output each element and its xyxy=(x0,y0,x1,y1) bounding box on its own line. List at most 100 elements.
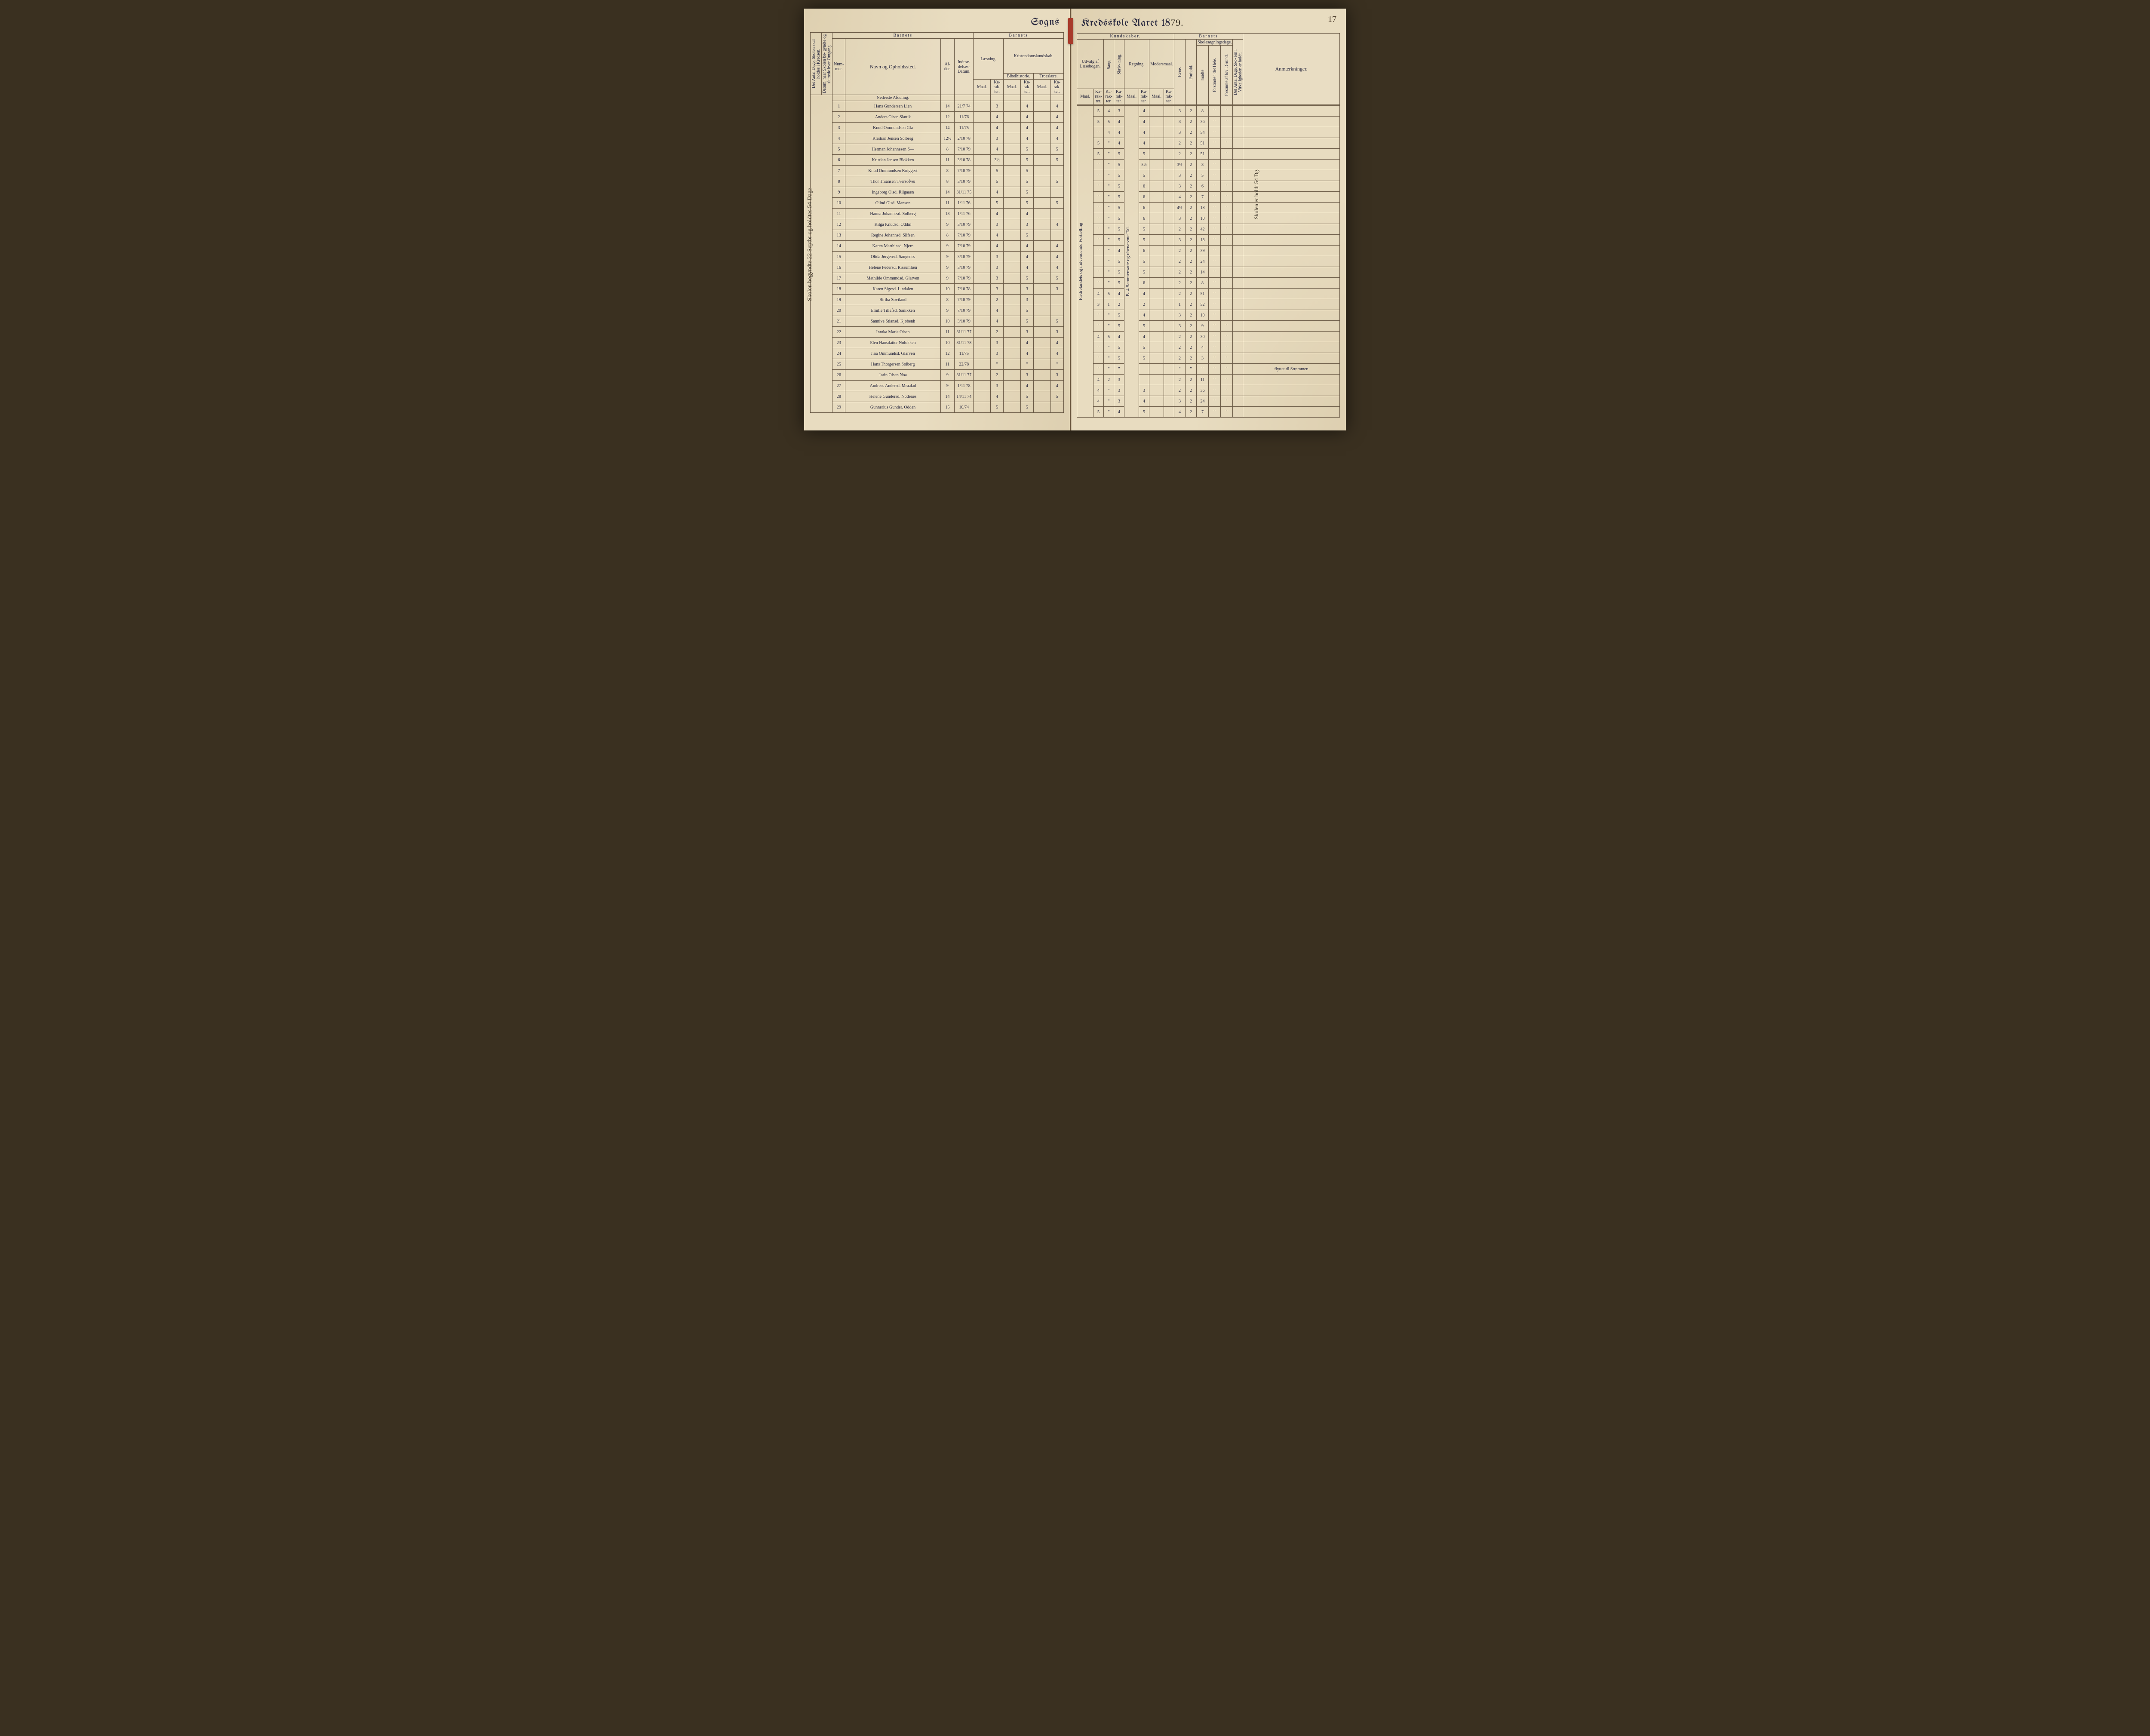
age: 8 xyxy=(940,166,955,176)
troes-kar xyxy=(1050,295,1063,305)
evne: 4 xyxy=(1174,407,1186,418)
evne: 3 xyxy=(1174,321,1186,332)
troes-maal xyxy=(1034,295,1051,305)
hdr-anm: Anmærkninger. xyxy=(1243,34,1340,104)
table-row: 12Kilga Knudsd. Oddin93/10 79334 xyxy=(811,219,1064,230)
table-row: 2Anders Olsen Slattik1211/76444 xyxy=(811,112,1064,123)
forsomte-hele: " xyxy=(1209,342,1221,353)
troes-kar: 5 xyxy=(1050,144,1063,155)
page-number: 17 xyxy=(1328,15,1336,25)
evne: 2 xyxy=(1174,224,1186,235)
moders-maal xyxy=(1149,246,1164,256)
bibel-maal xyxy=(1004,295,1021,305)
student-name: Helene Gundersd. Nodenes xyxy=(845,391,940,402)
days-held xyxy=(1233,278,1243,289)
title-left: Sogns xyxy=(810,17,1064,28)
age: 12 xyxy=(940,112,955,123)
laesning-maal xyxy=(974,209,991,219)
title-right-prefix: Kredsskole Aaret 18 xyxy=(1081,18,1170,29)
bibel-kar: 5 xyxy=(1020,155,1033,166)
sang-kar: " xyxy=(1104,267,1114,278)
bibel-kar: 5 xyxy=(1020,166,1033,176)
row-number: 7 xyxy=(832,166,845,176)
bibel-kar: 3 xyxy=(1020,284,1033,295)
moders-kar xyxy=(1164,224,1174,235)
bibel-maal xyxy=(1004,144,1021,155)
moders-kar xyxy=(1164,375,1174,385)
sang-kar: " xyxy=(1104,170,1114,181)
laesning-kar: 3 xyxy=(990,381,1003,391)
student-name: Elen Hansdatter Nolokken xyxy=(845,338,940,348)
modte: 10 xyxy=(1197,310,1209,321)
moders-kar xyxy=(1164,127,1174,138)
laesning-maal xyxy=(974,295,991,305)
modte: 51 xyxy=(1197,138,1209,149)
moders-maal xyxy=(1149,127,1164,138)
forhold: 2 xyxy=(1186,160,1197,170)
evne: 1 xyxy=(1174,299,1186,310)
remark xyxy=(1243,224,1340,235)
table-row: 27Andreas Andersd. Mraalad91/11 78344 xyxy=(811,381,1064,391)
moders-kar xyxy=(1164,385,1174,396)
bibel-kar: 5 xyxy=(1020,187,1033,198)
forhold: 2 xyxy=(1186,385,1197,396)
laesning-maal xyxy=(974,241,991,252)
subheading-text: Nederste Afdeling. xyxy=(845,95,940,101)
forsomte-hele: " xyxy=(1209,321,1221,332)
forsomte-hele: " xyxy=(1209,246,1221,256)
evne: 3 xyxy=(1174,170,1186,181)
laesning-maal xyxy=(974,176,991,187)
forsomte-hele: " xyxy=(1209,289,1221,299)
troes-kar xyxy=(1050,209,1063,219)
udvalg-kar: " xyxy=(1093,181,1104,192)
row-number: 16 xyxy=(832,262,845,273)
skriv-kar: 2 xyxy=(1114,299,1124,310)
modte: 39 xyxy=(1197,246,1209,256)
table-row: 18Karen Sigesd. Lindalen107/10 78333 xyxy=(811,284,1064,295)
troes-maal xyxy=(1034,359,1051,370)
left-margin-note: Skolen begyndte 22 Septbr og holdtes 54 … xyxy=(807,120,814,301)
age: 9 xyxy=(940,370,955,381)
days-held xyxy=(1233,106,1243,117)
bibel-maal xyxy=(1004,101,1021,112)
forsomte-hele: " xyxy=(1209,138,1221,149)
days-held xyxy=(1233,310,1243,321)
forsomte-hele: " xyxy=(1209,310,1221,321)
row-number: 14 xyxy=(832,241,845,252)
laesning-kar: 3 xyxy=(990,101,1003,112)
entry-date: 22/78 xyxy=(955,359,974,370)
entry-date: 7/10 78 xyxy=(955,284,974,295)
row-number: 20 xyxy=(832,305,845,316)
regning-kar: 4 xyxy=(1139,138,1149,149)
laesning-maal xyxy=(974,284,991,295)
entry-date: 7/10 79 xyxy=(955,166,974,176)
evne: 3 xyxy=(1174,235,1186,246)
row-number: 27 xyxy=(832,381,845,391)
skriv-kar: 4 xyxy=(1114,332,1124,342)
sang-kar: " xyxy=(1104,138,1114,149)
hdr-sang: Sang. xyxy=(1104,40,1114,89)
evne: 3 xyxy=(1174,213,1186,224)
regning-kar: 5 xyxy=(1139,235,1149,246)
student-name: Andreas Andersd. Mraalad xyxy=(845,381,940,391)
troes-maal xyxy=(1034,370,1051,381)
forhold: 2 xyxy=(1186,149,1197,160)
right-margin-note: Skolen er holdt 54 Dg. xyxy=(1253,108,1260,219)
modte: 8 xyxy=(1197,106,1209,117)
skriv-kar: 5 xyxy=(1114,213,1124,224)
forhold: 2 xyxy=(1186,235,1197,246)
row-number: 9 xyxy=(832,187,845,198)
regning-kar: 5 xyxy=(1139,170,1149,181)
udvalg-kar: " xyxy=(1093,342,1104,353)
udvalg-kar: 4 xyxy=(1093,332,1104,342)
row-number: 2 xyxy=(832,112,845,123)
table-row: 22Inntka Marie Olsen1131/11 77233 xyxy=(811,327,1064,338)
laesning-maal xyxy=(974,348,991,359)
udvalg-kar: " xyxy=(1093,213,1104,224)
sang-kar: " xyxy=(1104,385,1114,396)
entry-date: 11/75 xyxy=(955,123,974,133)
hdr-r-kar: Ka- rak- ter. xyxy=(1139,89,1149,104)
table-row: 16Helene Pedersd. Rissumlien93/10 79344 xyxy=(811,262,1064,273)
row-number: 18 xyxy=(832,284,845,295)
evne: 3½ xyxy=(1174,160,1186,170)
